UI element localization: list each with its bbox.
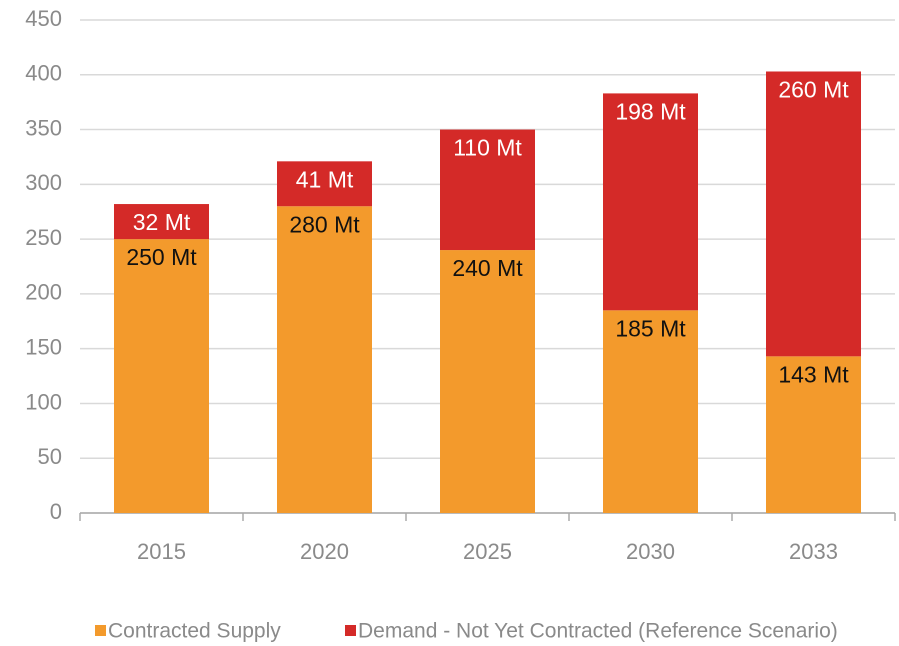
x-tick-label: 2025 [463, 539, 512, 564]
value-label: 240 Mt [452, 255, 523, 281]
value-label: 260 Mt [778, 77, 849, 103]
y-tick-label: 200 [25, 280, 62, 305]
y-tick-label: 150 [25, 334, 62, 359]
x-tick-label: 2020 [300, 539, 349, 564]
bar-segment [603, 93, 698, 311]
bar-segment [440, 250, 535, 514]
x-tick-label: 2033 [789, 539, 838, 564]
value-label: 198 Mt [615, 98, 686, 124]
y-tick-label: 350 [25, 115, 62, 140]
bar-segment [766, 71, 861, 357]
value-label: 110 Mt [453, 135, 522, 161]
value-label: 185 Mt [615, 315, 686, 341]
value-label: 32 Mt [133, 209, 191, 235]
value-label: 143 Mt [778, 361, 849, 387]
y-tick-label: 0 [50, 499, 62, 524]
bar-segment [440, 129, 535, 251]
bar-segment [277, 206, 372, 513]
y-tick-label: 250 [25, 225, 62, 250]
y-tick-label: 300 [25, 170, 62, 195]
y-tick-label: 100 [25, 389, 62, 414]
legend-swatch [345, 625, 356, 636]
y-tick-label: 400 [25, 61, 62, 86]
value-label: 280 Mt [289, 211, 360, 237]
bar-segment [277, 161, 372, 207]
bar-segment [114, 204, 209, 240]
legend-swatch [95, 625, 106, 636]
bar-segment [114, 239, 209, 513]
bar-segment [766, 356, 861, 513]
x-tick-label: 2015 [137, 539, 186, 564]
bar-segment [603, 310, 698, 513]
value-label: 41 Mt [296, 166, 354, 192]
y-tick-label: 50 [38, 444, 62, 469]
y-tick-label: 450 [25, 6, 62, 31]
x-tick-label: 2030 [626, 539, 675, 564]
value-label: 250 Mt [126, 244, 197, 270]
legend-label: Contracted Supply [108, 620, 281, 643]
legend-label: Demand - Not Yet Contracted (Reference S… [358, 620, 838, 643]
